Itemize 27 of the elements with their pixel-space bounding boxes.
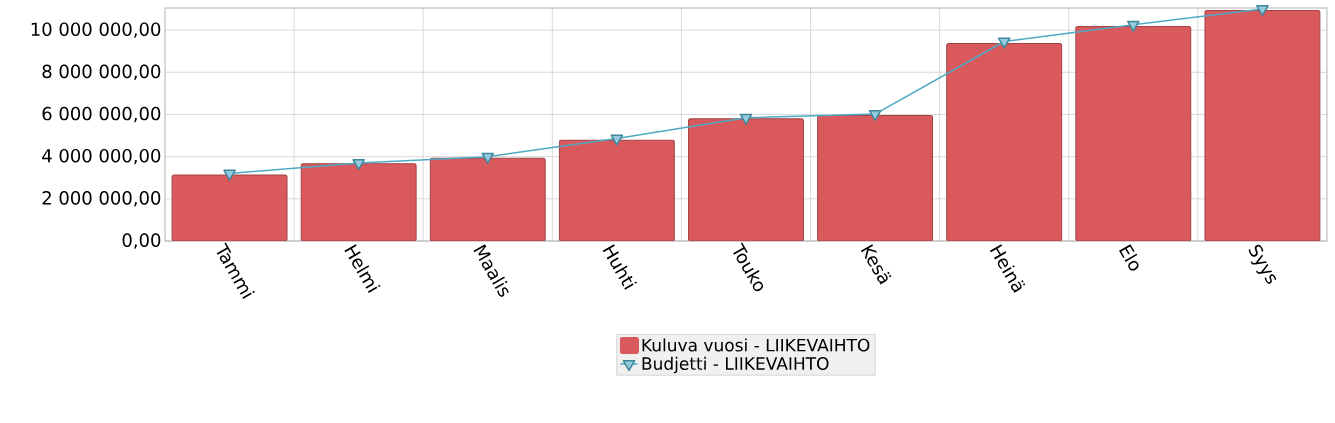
point	[997, 37, 1011, 49]
point	[481, 152, 495, 164]
x-tick-label: Elo	[1119, 244, 1139, 271]
legend-label: Kuluva vuosi - LIIKEVAIHTO	[642, 338, 870, 352]
point	[352, 159, 365, 171]
point	[610, 134, 624, 146]
point	[1127, 20, 1140, 32]
point	[739, 113, 753, 125]
y-tick-label: 0,00	[122, 233, 161, 249]
bar	[946, 42, 1063, 241]
y-tick-label: 4 000 000,00	[42, 148, 161, 165]
bar	[171, 174, 288, 241]
point	[868, 110, 882, 122]
legend-label: Budjetti - LIIKEVAIHTO	[642, 356, 829, 374]
y-tick-label: 6 000 000,00	[42, 106, 161, 123]
bar	[1204, 10, 1321, 241]
y-tick-label: 8 000 000,00	[42, 64, 161, 81]
point	[1256, 5, 1269, 17]
y-tick-label: 2 000 000,00	[42, 191, 161, 207]
bar	[558, 139, 675, 241]
bar	[300, 163, 417, 241]
bar	[1075, 26, 1192, 241]
point	[223, 169, 236, 181]
y-tick-label: 10 000 000,00	[31, 22, 161, 38]
bar	[688, 118, 804, 241]
bar	[429, 157, 546, 241]
bar	[817, 115, 934, 241]
